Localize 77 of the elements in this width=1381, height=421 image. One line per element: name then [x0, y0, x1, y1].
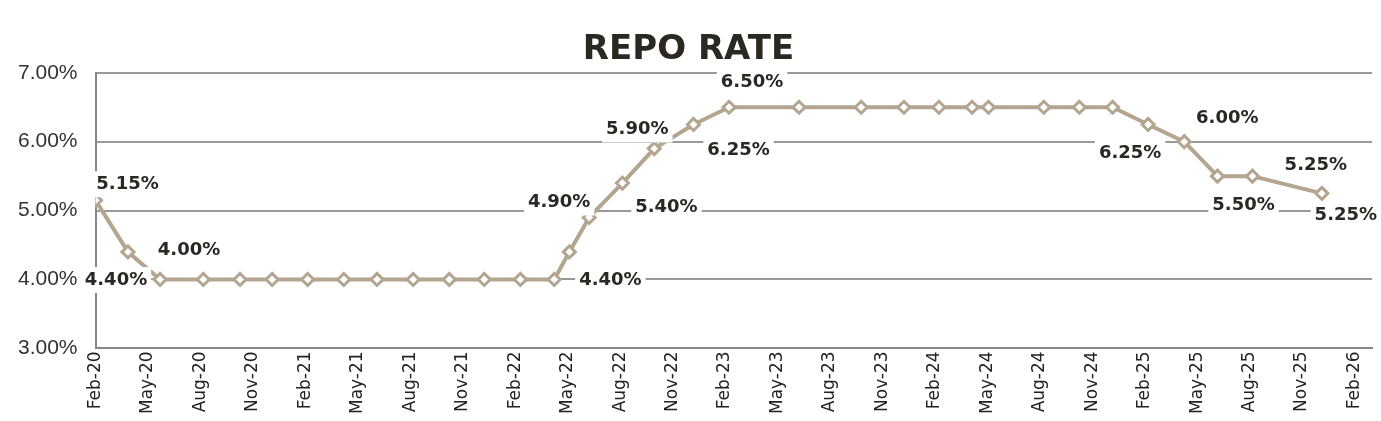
x-tick-label: Nov-22: [660, 351, 681, 412]
x-tick-label: May-22: [556, 351, 577, 415]
x-tick-label: Aug-24: [1028, 351, 1049, 413]
chart-title: REPO RATE: [582, 27, 795, 68]
point: [646, 141, 662, 157]
data-label: 5.15%: [96, 171, 159, 193]
point: [195, 271, 211, 287]
data-label: 4.40%: [84, 267, 148, 289]
x-tick-label: Feb-21: [293, 351, 314, 410]
x-tick-label: Nov-25: [1290, 351, 1311, 412]
x-tick-label: Nov-24: [1080, 351, 1101, 412]
x-tick-label: May-20: [136, 351, 157, 415]
point: [1176, 134, 1192, 150]
point: [546, 271, 562, 287]
point: [1210, 168, 1225, 184]
point: [336, 271, 352, 287]
point: [561, 244, 577, 260]
point: [721, 99, 737, 115]
x-tick-label: Aug-23: [818, 351, 839, 413]
y-tick-label: 3.00%: [18, 335, 78, 359]
x-tick-label: May-25: [1185, 351, 1206, 415]
point: [1140, 116, 1156, 132]
point: [300, 271, 316, 287]
point: [791, 99, 807, 115]
point: [369, 271, 385, 287]
point: [686, 116, 702, 132]
point: [152, 271, 168, 287]
x-tick-label: Feb-22: [503, 351, 524, 410]
data-label: 6.00%: [1196, 106, 1259, 128]
x-tick-label: Nov-20: [241, 351, 262, 412]
point: [931, 99, 947, 115]
x-tick-label: Aug-22: [608, 351, 629, 413]
data-label: 4.00%: [157, 238, 221, 260]
y-tick-label: 5.00%: [18, 197, 78, 221]
point: [405, 271, 421, 287]
point: [264, 271, 280, 287]
data-label: 4.90%: [527, 190, 591, 212]
data-label: 6.25%: [707, 138, 770, 160]
x-tick-label: Nov-21: [451, 351, 472, 412]
x-tick-label: Aug-21: [398, 351, 419, 413]
point: [1314, 185, 1330, 201]
y-tick-label: 4.00%: [18, 266, 78, 290]
data-label: 5.90%: [606, 117, 669, 139]
data-label: 6.25%: [1098, 141, 1162, 163]
y-tick-label: 7.00%: [18, 59, 78, 83]
point: [120, 244, 136, 260]
y-tick-label: 6.00%: [18, 128, 78, 152]
point: [1105, 99, 1121, 115]
point: [980, 99, 996, 115]
x-tick-label: May-21: [346, 351, 367, 415]
data-label: 6.50%: [720, 69, 784, 91]
point: [1036, 99, 1052, 115]
data-label: 5.25%: [1284, 153, 1348, 175]
point: [512, 271, 528, 287]
x-tick-label: Feb-26: [1342, 351, 1363, 410]
data-label: 4.40%: [579, 267, 642, 289]
point: [476, 271, 492, 287]
point: [1071, 99, 1087, 115]
point: [896, 99, 912, 115]
point: [964, 99, 980, 115]
x-tick-label: Feb-24: [923, 351, 944, 410]
x-tick-label: Feb-23: [713, 351, 734, 410]
x-tick-label: Feb-25: [1133, 351, 1154, 410]
x-tick-label: Nov-23: [870, 351, 891, 412]
data-label: 5.40%: [635, 194, 698, 216]
x-tick-label: Aug-25: [1238, 351, 1259, 413]
point: [441, 271, 457, 287]
x-tick-label: Aug-20: [188, 351, 209, 413]
point: [1244, 168, 1260, 184]
point: [614, 175, 630, 191]
annotation: 5.25%: [1314, 203, 1378, 225]
x-tick-label: May-23: [765, 351, 786, 415]
data-label: 5.50%: [1212, 192, 1275, 214]
point: [232, 271, 248, 287]
point: [853, 99, 869, 115]
x-tick-label: Feb-20: [83, 351, 104, 410]
x-tick-label: May-24: [975, 351, 996, 415]
